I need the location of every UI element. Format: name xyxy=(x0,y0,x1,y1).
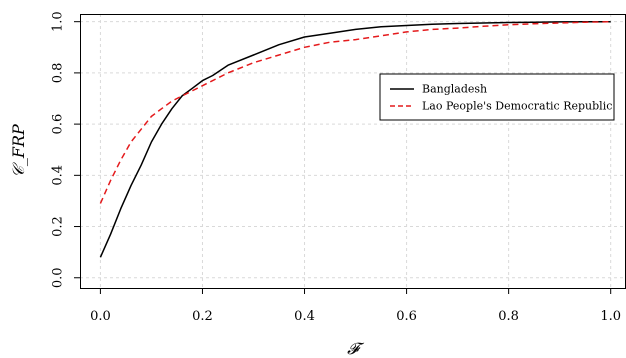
y-tick-label: 0.4 xyxy=(51,165,66,186)
legend-label-bangladesh: Bangladesh xyxy=(422,83,487,96)
y-tick-label: 0.6 xyxy=(51,114,66,135)
plot-frame xyxy=(81,15,626,289)
legend-label-lao: Lao People's Democratic Republic xyxy=(422,100,612,113)
y-axis-title: 𝒞_FRP xyxy=(9,124,28,178)
y-tick-label: 1.0 xyxy=(51,11,66,32)
x-tick-label: 0.4 xyxy=(294,309,315,324)
x-tick-label: 0.6 xyxy=(396,309,417,324)
series-line-0 xyxy=(100,22,610,258)
x-tick-label: 1.0 xyxy=(600,309,621,324)
legend-box xyxy=(380,74,614,120)
y-tick-label: 0.0 xyxy=(51,267,66,288)
series-group xyxy=(100,22,610,258)
x-tick-label: 0.8 xyxy=(498,309,519,324)
legend: Bangladesh Lao People's Democratic Repub… xyxy=(380,74,614,120)
y-tick-label: 0.8 xyxy=(51,63,66,84)
grid xyxy=(80,14,626,288)
x-tick-label: 0.2 xyxy=(192,309,213,324)
x-tick-label: 0.0 xyxy=(90,309,111,324)
x-axis-title: 𝓕 xyxy=(347,339,365,358)
axis-ticks: 0.0 0.2 0.4 0.6 0.8 1.0 0.0 0.2 0.4 0.6 0.8 1.0 xyxy=(51,11,622,324)
y-tick-label: 0.2 xyxy=(51,216,66,237)
